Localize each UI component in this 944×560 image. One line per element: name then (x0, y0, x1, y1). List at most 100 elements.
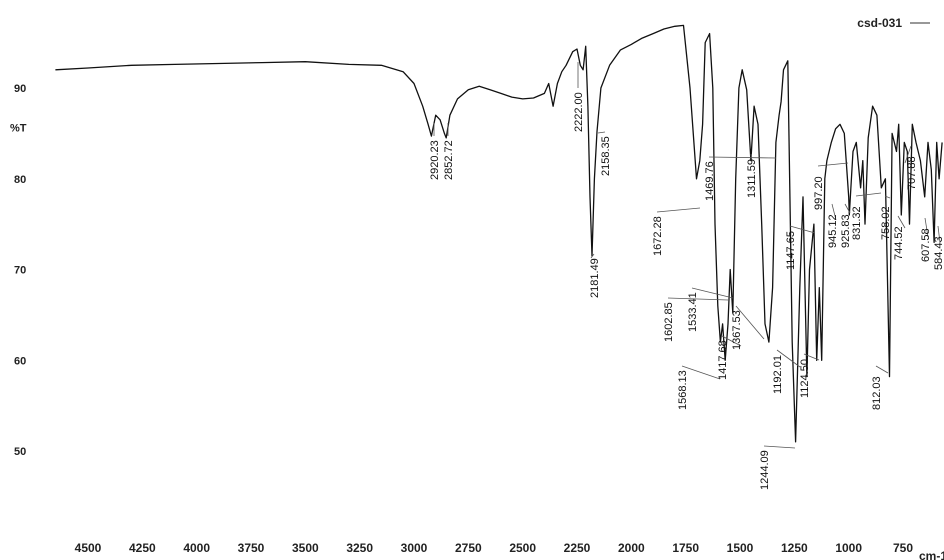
y-tick-label: 80 (14, 174, 26, 186)
peak-leader-line (681, 365, 721, 380)
legend: csd-031 (857, 16, 930, 30)
peak-label-1147.65: 1147.65 (785, 225, 816, 270)
peak-label-text: 812.03 (871, 376, 883, 410)
series-line-csd-031 (55, 24, 943, 443)
peak-label-text: 1469.76 (704, 161, 716, 201)
peak-label-758.02: 758.02 (880, 195, 892, 240)
peak-leader-line (904, 145, 912, 164)
peak-leader-line (855, 192, 882, 197)
peak-label-text: 1311.59 (746, 159, 758, 198)
y-tick-label: 60 (14, 355, 26, 367)
peak-label-text: 1417.68 (717, 340, 729, 380)
x-tick-label: 3000 (401, 541, 428, 555)
peak-leader-line (708, 156, 777, 159)
x-tick-label: 3500 (292, 541, 319, 555)
peak-leader-line (667, 297, 729, 301)
peak-leader-line (735, 305, 765, 340)
peak-label-2158.35: 2158.35 (597, 131, 612, 176)
peak-label-1367.53: 1367.53 (731, 305, 765, 350)
peak-label-text: 1367.53 (731, 310, 743, 350)
x-tick-label: 1750 (672, 541, 699, 555)
peak-label-584.43: 584.43 (933, 225, 944, 270)
peak-leader-line (656, 207, 701, 213)
peak-label-text: 945.12 (827, 214, 839, 248)
x-tick-label: 3750 (238, 541, 265, 555)
peak-label-744.52: 744.52 (893, 215, 906, 260)
x-tick-label: 2000 (618, 541, 645, 555)
peak-leader-line (750, 153, 753, 163)
peak-label-text: 1124.50 (799, 359, 811, 398)
peak-leader-line (831, 203, 837, 221)
peak-label-925.83: 925.83 (840, 203, 852, 248)
y-tick-label: 70 (14, 265, 26, 277)
peak-label-text: 997.20 (813, 176, 825, 210)
peak-label-text: 707.88 (906, 156, 918, 190)
peak-label-text: 831.32 (851, 206, 863, 240)
peak-label-text: 2158.35 (600, 136, 612, 176)
x-tick-label: 4000 (183, 541, 210, 555)
x-tick-label: 2250 (564, 541, 591, 555)
peak-label-2222.00: 2222.00 (573, 62, 585, 132)
peak-label-997.20: 997.20 (813, 162, 849, 210)
peak-leader-line (776, 349, 801, 368)
x-tick-label: 2750 (455, 541, 482, 555)
peak-leader-line (884, 195, 891, 199)
x-axis: 4500 4250 4000 3750 3500 3250 3000 2750 2500 2250… (75, 541, 914, 555)
peak-leader-line (937, 225, 941, 244)
y-axis: 50 60 70 80 90 (14, 83, 26, 458)
x-tick-label: 1500 (727, 541, 754, 555)
peak-label-text: 1147.65 (785, 231, 797, 270)
peak-label-1568.13: 1568.13 (677, 365, 721, 410)
peak-leader-line (597, 131, 606, 134)
peak-leader-line (789, 225, 816, 234)
peak-leader-line (924, 217, 929, 238)
peak-label-text: 744.52 (893, 226, 905, 260)
peak-label-945.12: 945.12 (827, 203, 839, 248)
peak-label-1672.28: 1672.28 (652, 207, 701, 256)
peak-leader-line (691, 287, 734, 299)
legend-entry-csd-031: csd-031 (857, 16, 902, 30)
peak-label-2181.49: 2181.49 (589, 253, 601, 298)
peak-label-1469.76: 1469.76 (704, 156, 777, 201)
peak-leader-line (763, 445, 796, 449)
peak-label-1311.59: 1311.59 (746, 153, 758, 198)
peak-leader-line (844, 203, 851, 214)
peak-leader-line (817, 162, 849, 167)
peak-label-812.03: 812.03 (871, 365, 889, 410)
x-tick-label: 1000 (835, 541, 862, 555)
x-tick-label: 4250 (129, 541, 156, 555)
x-tick-label: 750 (893, 541, 913, 555)
x-tick-label: 1250 (781, 541, 808, 555)
peak-label-text: 584.43 (933, 236, 944, 270)
peak-leader-line (897, 215, 906, 229)
y-tick-label: 90 (14, 83, 26, 95)
peak-label-2852.72: 2852.72 (443, 123, 455, 180)
peak-label-1192.01: 1192.01 (772, 349, 801, 394)
y-axis-label: %T (10, 123, 27, 135)
peak-leader-line (803, 353, 820, 361)
x-tick-label: 2500 (509, 541, 536, 555)
peak-label-text: 758.02 (880, 206, 892, 240)
peak-leader-line (875, 365, 889, 374)
x-axis-label: cm-1 (919, 549, 944, 560)
peak-label-1417.68: 1417.68 (717, 335, 742, 380)
peak-label-text: 1533.41 (687, 292, 699, 332)
peak-label-831.32: 831.32 (851, 192, 882, 240)
peak-label-text: 1568.13 (677, 370, 689, 410)
peak-label-607.58: 607.58 (920, 217, 932, 262)
peak-label-text: 925.83 (840, 214, 852, 248)
x-tick-label: 3250 (346, 541, 373, 555)
peak-label-1244.09: 1244.09 (759, 445, 796, 490)
x-tick-label: 4500 (75, 541, 102, 555)
peak-label-1602.85: 1602.85 (663, 297, 729, 342)
peak-leader-line (721, 335, 742, 347)
y-tick-label: 50 (14, 446, 26, 458)
peak-label-text: 1192.01 (772, 355, 784, 394)
peak-label-text: 1672.28 (652, 216, 664, 256)
peak-label-text: 2222.00 (573, 92, 585, 132)
peak-label-1124.50: 1124.50 (799, 353, 820, 398)
peak-label-text: 1244.09 (759, 450, 771, 490)
peak-labels: 2920.23 2852.72 2222.00 2158.35 2181.49 1672.… (429, 62, 944, 490)
peak-label-707.88: 707.88 (904, 145, 918, 190)
